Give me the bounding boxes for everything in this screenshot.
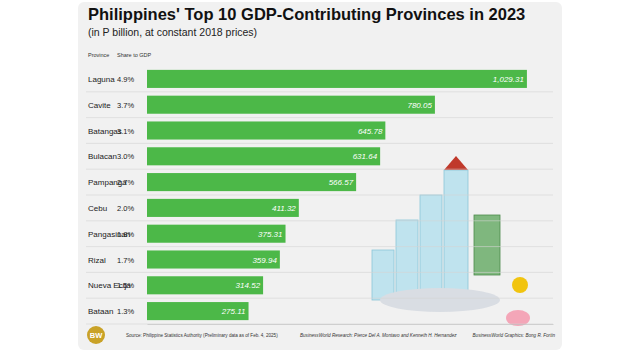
title: Philippines' Top 10 GDP-Contributing Pro…	[88, 5, 525, 23]
category-label: Rizal	[88, 256, 106, 265]
axis-line	[148, 324, 554, 325]
row-separator	[86, 143, 553, 144]
share-label: 1.3%	[117, 307, 134, 316]
bar	[147, 250, 280, 268]
row-separator	[86, 117, 553, 118]
row-separator	[86, 246, 553, 247]
logo-badge	[87, 326, 105, 344]
chart: Philippines' Top 10 GDP-Contributing Pro…	[0, 0, 640, 360]
row-separator	[86, 220, 553, 221]
bar	[147, 70, 527, 88]
data-label: 314.52	[236, 281, 261, 290]
data-label: 359.94	[252, 256, 277, 265]
source: Source: Philippine Statistics Authority …	[126, 333, 278, 338]
row-separator	[86, 272, 553, 273]
illustration-coin	[512, 277, 528, 293]
row-separator	[86, 169, 553, 170]
row-separator	[86, 91, 553, 92]
data-label: 1,029.31	[493, 75, 524, 84]
data-label: 631.64	[353, 152, 378, 161]
bar	[147, 121, 385, 139]
bar	[147, 225, 286, 243]
share-label: 1.8%	[117, 230, 134, 239]
illustration-column	[420, 195, 442, 300]
x-axis	[148, 324, 554, 325]
share-label: 3.1%	[117, 127, 134, 136]
bar	[147, 96, 435, 114]
data-label: 375.31	[258, 230, 282, 239]
credit: BusinessWorld Research: Pierce Del A. Mo…	[300, 333, 457, 338]
data-label: 275.11	[221, 307, 246, 316]
illustration-money	[474, 215, 500, 275]
bars	[147, 70, 527, 320]
illustration-column	[372, 250, 394, 300]
illustration-piggy	[506, 310, 530, 326]
share-label: 2.7%	[117, 178, 134, 187]
share-label: 2.0%	[117, 204, 134, 213]
row-separator	[86, 298, 553, 299]
share-label: 1.7%	[117, 256, 134, 265]
share-label: 1.5%	[117, 281, 134, 290]
illustration-map	[380, 288, 500, 312]
bar	[147, 199, 299, 217]
logo: BW	[90, 331, 103, 340]
row-separator	[86, 195, 553, 196]
labels: Laguna4.9%Cavite3.7%Batangas3.1%Bulacan3…	[88, 75, 524, 316]
share-label: 4.9%	[117, 75, 134, 84]
bar	[147, 276, 263, 294]
illustration-house	[444, 156, 468, 170]
data-label: 411.32	[272, 204, 296, 213]
share-label: 3.7%	[117, 101, 134, 110]
illustration	[372, 156, 530, 326]
category-label: Cebu	[88, 204, 107, 213]
bar	[147, 302, 249, 320]
column-header: Share to GDP	[117, 52, 152, 58]
category-label: Cavite	[88, 101, 111, 110]
category-label: Laguna	[88, 75, 115, 84]
illustration-column	[396, 220, 418, 300]
subtitle: (in P billion, at constant 2018 prices)	[88, 26, 257, 38]
category-label: Bataan	[88, 307, 113, 316]
share-label: 3.0%	[117, 152, 134, 161]
data-label: 645.78	[358, 127, 383, 136]
row-separator	[86, 324, 553, 325]
column-header: Province	[88, 52, 109, 58]
illustration-column	[444, 170, 468, 300]
card	[78, 2, 562, 350]
data-label: 780.05	[407, 101, 432, 110]
category-label: Bulacan	[88, 152, 117, 161]
bar	[147, 147, 380, 165]
data-label: 566.57	[329, 178, 354, 187]
credit: BusinessWorld Graphics: Bong R. Fortin	[473, 333, 556, 338]
bar	[147, 173, 356, 191]
